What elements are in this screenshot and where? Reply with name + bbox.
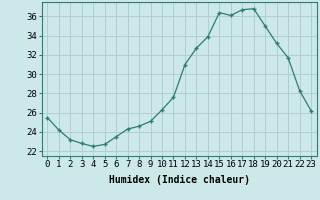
X-axis label: Humidex (Indice chaleur): Humidex (Indice chaleur) [109,175,250,185]
